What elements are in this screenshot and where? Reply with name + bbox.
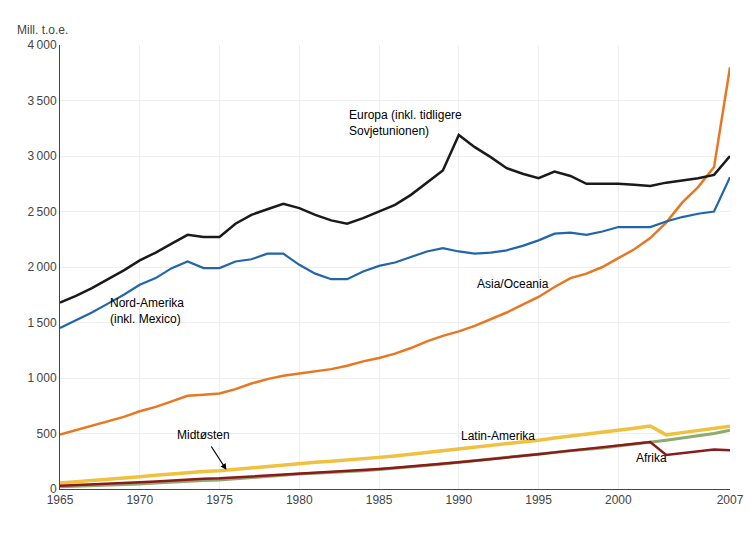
svg-text:1975: 1975 [206, 493, 233, 507]
svg-text:Asia/Oceania: Asia/Oceania [477, 277, 549, 291]
svg-text:1990: 1990 [445, 493, 472, 507]
svg-text:Nord-Amerika(inkl. Mexico): Nord-Amerika(inkl. Mexico) [110, 296, 184, 326]
svg-text:Mill. t.o.e.: Mill. t.o.e. [17, 23, 68, 37]
svg-text:3 500: 3 500 [27, 94, 56, 108]
svg-text:1995: 1995 [525, 493, 552, 507]
svg-text:Europa (inkl. tidligereSovjetu: Europa (inkl. tidligereSovjetunionen) [349, 108, 462, 138]
svg-text:Latin-Amerika: Latin-Amerika [461, 429, 535, 443]
svg-text:1 500: 1 500 [27, 316, 56, 330]
svg-text:1985: 1985 [366, 493, 393, 507]
svg-text:2 000: 2 000 [27, 260, 56, 274]
svg-text:Afrika: Afrika [636, 451, 667, 465]
svg-text:2007: 2007 [717, 493, 744, 507]
svg-text:1965: 1965 [47, 493, 74, 507]
svg-text:4 000: 4 000 [27, 38, 56, 52]
svg-text:3 000: 3 000 [27, 149, 56, 163]
svg-text:500: 500 [37, 427, 57, 441]
svg-text:2 500: 2 500 [27, 205, 56, 219]
svg-text:1970: 1970 [126, 493, 153, 507]
svg-text:0: 0 [50, 482, 57, 496]
svg-text:2000: 2000 [605, 493, 632, 507]
svg-text:1980: 1980 [286, 493, 313, 507]
svg-text:1 000: 1 000 [27, 371, 56, 385]
svg-text:Midtøsten: Midtøsten [177, 428, 230, 442]
